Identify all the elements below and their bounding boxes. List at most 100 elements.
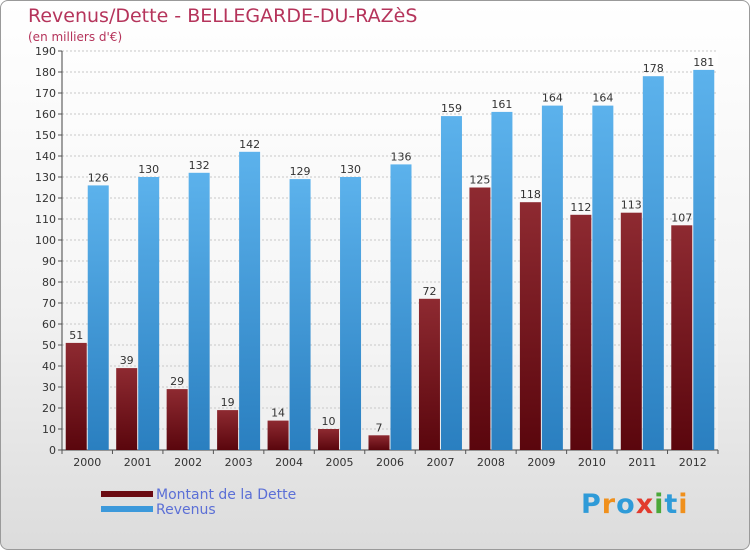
y-tick-label: 130 bbox=[35, 171, 56, 184]
y-tick-label: 60 bbox=[42, 318, 56, 331]
data-label-revenus: 132 bbox=[189, 159, 210, 172]
bar-dette bbox=[116, 368, 138, 450]
bar-revenus bbox=[87, 185, 109, 450]
x-tick-label: 2009 bbox=[527, 456, 555, 469]
bar-revenus bbox=[239, 151, 261, 451]
bar-revenus bbox=[390, 164, 412, 450]
data-label-revenus: 130 bbox=[340, 163, 361, 176]
proxiti-logo: Proxiti bbox=[581, 489, 689, 520]
data-label-revenus: 164 bbox=[592, 92, 613, 105]
x-tick-label: 2000 bbox=[73, 456, 101, 469]
data-label-revenus: 178 bbox=[643, 62, 664, 75]
data-label-revenus: 159 bbox=[441, 102, 462, 115]
x-tick-label: 2003 bbox=[225, 456, 253, 469]
x-tick-label: 2004 bbox=[275, 456, 303, 469]
data-label-revenus: 129 bbox=[290, 165, 311, 178]
data-label-dette: 107 bbox=[671, 211, 692, 224]
bar-revenus bbox=[642, 76, 664, 450]
bar-revenus bbox=[188, 172, 210, 451]
y-tick-label: 140 bbox=[35, 150, 56, 163]
logo-letter: o bbox=[616, 489, 636, 520]
bar-revenus bbox=[592, 105, 614, 450]
axis-layer: 0 10 20 30 40 50 60 70 80 90 100 110 120 130 140 150 160… bbox=[35, 45, 719, 469]
bar-dette bbox=[217, 410, 239, 450]
y-tick-label: 20 bbox=[42, 402, 56, 415]
y-tick-label: 30 bbox=[42, 381, 56, 394]
data-label-revenus: 130 bbox=[138, 163, 159, 176]
data-label-dette: 118 bbox=[520, 188, 541, 201]
y-tick-label: 0 bbox=[49, 444, 56, 457]
data-label-revenus: 126 bbox=[88, 171, 109, 184]
chart-subtitle: (en milliers d'€) bbox=[28, 30, 123, 44]
plot-area bbox=[62, 51, 718, 450]
legend-label-revenus: Revenus bbox=[156, 502, 216, 518]
y-tick-label: 70 bbox=[42, 297, 56, 310]
x-tick-label: 2005 bbox=[326, 456, 354, 469]
data-label-dette: 7 bbox=[376, 421, 383, 434]
legend-swatch-revenus bbox=[101, 506, 153, 512]
labels-layer: 51 126 39 130 29 132 19 142 14 129 10 130 7 136 72 159 1… bbox=[69, 56, 714, 434]
logo-letter: i bbox=[654, 489, 665, 520]
y-tick-label: 160 bbox=[35, 108, 56, 121]
bar-revenus bbox=[541, 105, 563, 450]
data-label-dette: 112 bbox=[570, 201, 591, 214]
bar-revenus bbox=[289, 179, 311, 450]
x-tick-label: 2006 bbox=[376, 456, 404, 469]
x-tick-label: 2012 bbox=[679, 456, 707, 469]
x-tick-label: 2002 bbox=[174, 456, 202, 469]
bar-revenus bbox=[138, 177, 160, 450]
bar-dette bbox=[418, 298, 440, 450]
data-label-dette: 19 bbox=[221, 396, 235, 409]
data-label-dette: 14 bbox=[271, 407, 285, 420]
bar-revenus bbox=[440, 116, 462, 450]
bar-dette bbox=[570, 214, 592, 450]
data-label-dette: 10 bbox=[322, 415, 336, 428]
data-label-revenus: 164 bbox=[542, 92, 563, 105]
bar-dette bbox=[368, 435, 390, 450]
y-tick-label: 190 bbox=[35, 45, 56, 58]
data-label-dette: 51 bbox=[69, 329, 83, 342]
grid-layer bbox=[62, 50, 718, 451]
x-tick-label: 2001 bbox=[124, 456, 152, 469]
x-tick-label: 2010 bbox=[578, 456, 606, 469]
y-tick-label: 90 bbox=[42, 255, 56, 268]
bar-dette bbox=[65, 342, 87, 450]
data-label-revenus: 161 bbox=[491, 98, 512, 111]
bar-dette bbox=[267, 420, 289, 450]
y-tick-label: 150 bbox=[35, 129, 56, 142]
y-tick-label: 120 bbox=[35, 192, 56, 205]
bar-revenus bbox=[340, 177, 362, 450]
data-label-revenus: 136 bbox=[391, 150, 412, 163]
bar-dette bbox=[469, 187, 491, 450]
y-tick-label: 110 bbox=[35, 213, 56, 226]
logo-letter: t bbox=[664, 489, 679, 520]
logo-letter: i bbox=[678, 489, 689, 520]
data-label-dette: 113 bbox=[621, 199, 642, 212]
logo-letter: P bbox=[581, 489, 602, 520]
bar-dette bbox=[519, 202, 541, 450]
x-tick-label: 2011 bbox=[628, 456, 656, 469]
y-tick-label: 10 bbox=[42, 423, 56, 436]
y-tick-label: 50 bbox=[42, 339, 56, 352]
x-tick-label: 2008 bbox=[477, 456, 505, 469]
data-label-dette: 29 bbox=[170, 375, 184, 388]
logo-letter: x bbox=[635, 489, 655, 520]
legend-label-dette: Montant de la Dette bbox=[156, 487, 297, 503]
bar-dette bbox=[166, 389, 188, 450]
y-tick-label: 80 bbox=[42, 276, 56, 289]
bar-dette bbox=[620, 212, 642, 450]
data-label-dette: 39 bbox=[120, 354, 134, 367]
x-tick-label: 2007 bbox=[426, 456, 454, 469]
logo-letter: r bbox=[601, 489, 617, 520]
bar-revenus bbox=[491, 111, 513, 451]
y-tick-label: 180 bbox=[35, 66, 56, 79]
bar-revenus bbox=[693, 69, 715, 451]
y-tick-label: 40 bbox=[42, 360, 56, 373]
y-tick-label: 100 bbox=[35, 234, 56, 247]
bar-dette bbox=[318, 429, 340, 450]
data-label-dette: 72 bbox=[422, 285, 436, 298]
y-tick-label: 170 bbox=[35, 87, 56, 100]
chart-title: Revenus/Dette - BELLEGARDE-DU-RAZèS bbox=[28, 5, 418, 27]
